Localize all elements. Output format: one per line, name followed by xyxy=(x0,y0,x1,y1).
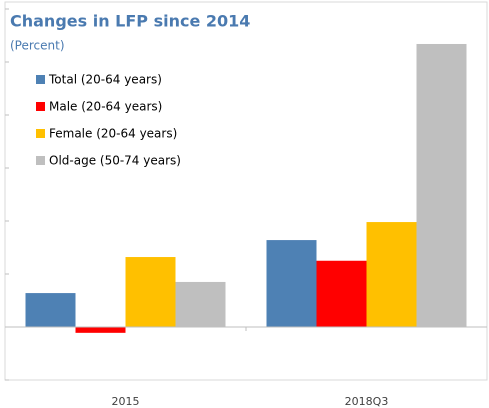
x-tick-label: 2018Q3 xyxy=(345,395,389,408)
bar xyxy=(125,257,176,327)
x-tick-label: 2015 xyxy=(112,395,140,408)
chart-subtitle: (Percent) xyxy=(10,39,65,53)
bar xyxy=(266,240,317,327)
legend-swatch xyxy=(36,156,45,165)
chart-title: Changes in LFP since 2014 xyxy=(10,12,250,31)
bar xyxy=(366,222,417,327)
bar xyxy=(25,293,76,327)
legend-swatch xyxy=(36,129,45,138)
bar xyxy=(316,260,367,327)
bar xyxy=(175,281,226,327)
legend-label: Total (20-64 years) xyxy=(48,73,162,87)
legend-swatch xyxy=(36,102,45,111)
bar xyxy=(416,43,467,327)
bar xyxy=(75,327,126,333)
plot-frame xyxy=(4,1,488,381)
legend-swatch xyxy=(36,75,45,84)
legend-label: Female (20-64 years) xyxy=(49,127,177,141)
legend-label: Old-age (50-74 years) xyxy=(49,154,181,168)
legend-label: Male (20-64 years) xyxy=(49,100,162,114)
